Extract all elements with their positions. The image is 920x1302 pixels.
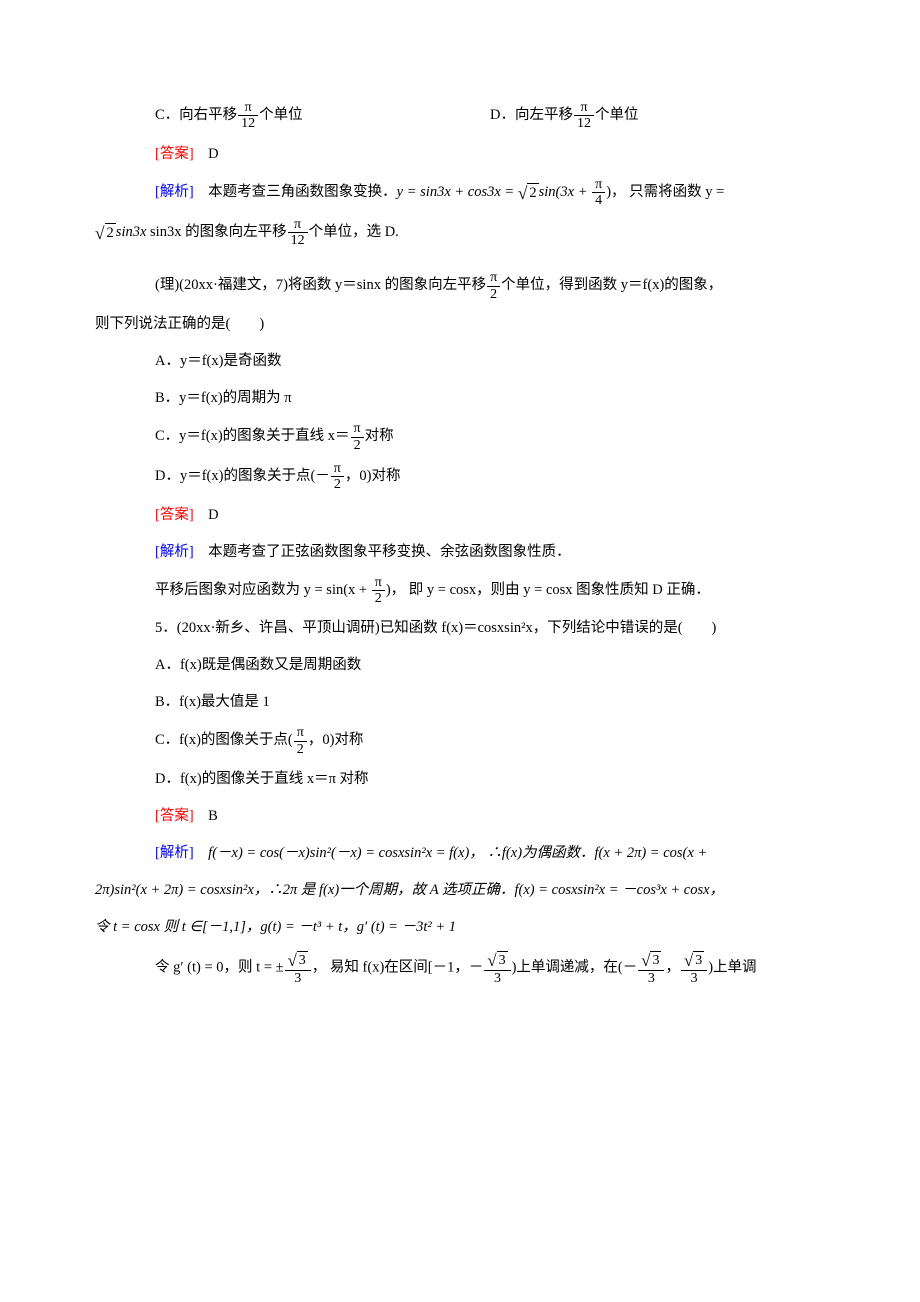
answer-line-1: [答案] D bbox=[95, 140, 825, 169]
frac-pi-2: π2 bbox=[372, 575, 385, 607]
option-c-tail: 个单位 bbox=[259, 107, 303, 123]
answer-value: D bbox=[208, 507, 218, 523]
analysis-text: 2π)sin²(x + 2π) = cosxsin²x，∴2π 是 f(x)一个… bbox=[95, 882, 724, 898]
answer-line-3: [答案] B bbox=[95, 802, 825, 831]
frac-pi-2: π2 bbox=[487, 270, 500, 302]
analysis-text: 本题考查三角函数图象变换． bbox=[208, 184, 397, 200]
answer-label: [答案] bbox=[155, 808, 194, 824]
option-d-tail: 个单位 bbox=[595, 107, 639, 123]
math-expr: sin(3x + bbox=[539, 184, 591, 200]
sqrt-icon: 3 bbox=[487, 950, 507, 970]
frac-pi-2: π2 bbox=[351, 421, 364, 453]
analysis-text: 令 t = cosx 则 t ∈[－1,1]，g(t) = －t³ + t，g′… bbox=[95, 919, 456, 935]
math-expr: sin3x bbox=[116, 224, 147, 240]
stem-text: 则下列说法正确的是( ) bbox=[95, 316, 264, 332]
answer-label: [答案] bbox=[155, 146, 194, 162]
q4li-stem-2: 则下列说法正确的是( ) bbox=[95, 310, 825, 339]
sqrt-icon: 2 bbox=[518, 182, 539, 203]
option-text: ，0)对称 bbox=[345, 468, 401, 484]
sqrt-icon: 2 bbox=[95, 222, 116, 243]
analysis-text: 个单位，选 D. bbox=[309, 224, 399, 240]
option-c: C．向右平移π12个单位 bbox=[155, 100, 490, 132]
option-text: 对称 bbox=[365, 428, 394, 444]
answer-value: D bbox=[208, 146, 218, 162]
analysis-text: sin3x 的图象向左平移 bbox=[150, 224, 287, 240]
analysis-line-3b: 2π)sin²(x + 2π) = cosxsin²x，∴2π 是 f(x)一个… bbox=[95, 876, 825, 905]
analysis-label: [解析] bbox=[155, 184, 194, 200]
q5-option-d: D．f(x)的图像关于直线 x＝π 对称 bbox=[95, 765, 825, 794]
analysis-text: ， 易知 f(x)在区间[－1，－ bbox=[312, 960, 484, 976]
q4li-option-d: D．y＝f(x)的图象关于点(－π2，0)对称 bbox=[95, 461, 825, 493]
q4li-option-b: B．y＝f(x)的周期为 π bbox=[95, 384, 825, 413]
analysis-text: )， 即 y = cosx，则由 y = cosx 图象性质知 D 正确． bbox=[386, 582, 710, 598]
q4li-stem-1: (理)(20xx·福建文，7)将函数 y＝sinx 的图象向左平移π2个单位，得… bbox=[95, 270, 825, 302]
analysis-text: 令 g′ (t) = 0，则 t = ± bbox=[155, 960, 284, 976]
analysis-line-3c: 令 t = cosx 则 t ∈[－1,1]，g(t) = －t³ + t，g′… bbox=[95, 913, 825, 942]
option-c-text: C．向右平移 bbox=[155, 107, 237, 123]
math-expr: y = sin3x + cos3x = bbox=[397, 184, 518, 200]
option-text: C．y＝f(x)的图象关于直线 x＝ bbox=[155, 428, 350, 444]
stem-text: 5．(20xx·新乡、许昌、平顶山调研)已知函数 f(x)＝cosxsin²x，… bbox=[155, 620, 716, 636]
frac-pi-12: π12 bbox=[288, 217, 308, 249]
q5-option-a: A．f(x)既是偶函数又是周期函数 bbox=[95, 651, 825, 680]
analysis-line-2b: 平移后图象对应函数为 y = sin(x + π2)， 即 y = cosx，则… bbox=[95, 575, 825, 607]
sqrt-icon: 3 bbox=[641, 950, 661, 970]
q4li-option-a: A．y＝f(x)是奇函数 bbox=[95, 347, 825, 376]
option-text: ，0)对称 bbox=[308, 733, 364, 749]
analysis-text: )上单调递减，在(－ bbox=[512, 960, 638, 976]
frac-sqrt3-3-3: 33 bbox=[638, 950, 664, 987]
math-expr: )， 只需将函数 y = bbox=[606, 184, 724, 200]
frac-sqrt3-3-4: 33 bbox=[681, 950, 707, 987]
q4li-option-c: C．y＝f(x)的图象关于直线 x＝π2对称 bbox=[95, 421, 825, 453]
answer-line-2: [答案] D bbox=[95, 501, 825, 530]
option-text: C．f(x)的图像关于点( bbox=[155, 733, 293, 749]
option-text: B．f(x)最大值是 1 bbox=[155, 694, 270, 710]
answer-value: B bbox=[208, 808, 218, 824]
q5-option-b: B．f(x)最大值是 1 bbox=[95, 688, 825, 717]
stem-text: (理)(20xx·福建文，7)将函数 y＝sinx 的图象向左平移 bbox=[155, 278, 486, 294]
sqrt-icon: 3 bbox=[684, 950, 704, 970]
option-row-cd: C．向右平移π12个单位 D．向左平移π12个单位 bbox=[95, 100, 825, 132]
analysis-line-2a: [解析] 本题考查了正弦函数图象平移变换、余弦函数图象性质． bbox=[95, 538, 825, 567]
frac-pi-4: π4 bbox=[592, 177, 605, 209]
q5-stem: 5．(20xx·新乡、许昌、平顶山调研)已知函数 f(x)＝cosxsin²x，… bbox=[95, 614, 825, 643]
analysis-line-1a: [解析] 本题考查三角函数图象变换．y = sin3x + cos3x = 2s… bbox=[95, 177, 825, 209]
frac-pi-2: π2 bbox=[294, 725, 307, 757]
option-d: D．向左平移π12个单位 bbox=[490, 100, 825, 132]
document-page: C．向右平移π12个单位 D．向左平移π12个单位 [答案] D [解析] 本题… bbox=[0, 0, 920, 1055]
frac-pi-2: π2 bbox=[331, 461, 344, 493]
option-d-text: D．向左平移 bbox=[490, 107, 573, 123]
analysis-text: 平移后图象对应函数为 y = sin(x + bbox=[155, 582, 371, 598]
analysis-text: ， bbox=[665, 960, 680, 976]
analysis-text: f(－x) = cos(－x)sin²(－x) = cosxsin²x = f(… bbox=[208, 845, 707, 861]
analysis-line-3d: 令 g′ (t) = 0，则 t = ±33， 易知 f(x)在区间[－1，－3… bbox=[95, 950, 825, 987]
stem-text: 个单位，得到函数 y＝f(x)的图象， bbox=[501, 278, 722, 294]
frac-sqrt3-3-2: 33 bbox=[484, 950, 510, 987]
analysis-line-3a: [解析] f(－x) = cos(－x)sin²(－x) = cosxsin²x… bbox=[95, 839, 825, 868]
frac-pi-12-c: π12 bbox=[238, 100, 258, 132]
option-text: A．f(x)既是偶函数又是周期函数 bbox=[155, 657, 361, 673]
sqrt-icon: 3 bbox=[288, 950, 308, 970]
analysis-label: [解析] bbox=[155, 845, 194, 861]
analysis-text: 本题考查了正弦函数图象平移变换、余弦函数图象性质． bbox=[208, 544, 571, 560]
option-text: B．y＝f(x)的周期为 π bbox=[155, 390, 292, 406]
frac-sqrt3-3-1: 33 bbox=[285, 950, 311, 987]
option-text: D．y＝f(x)的图象关于点(－ bbox=[155, 468, 330, 484]
option-text: D．f(x)的图像关于直线 x＝π 对称 bbox=[155, 771, 369, 787]
q5-option-c: C．f(x)的图像关于点(π2，0)对称 bbox=[95, 725, 825, 757]
analysis-text: )上单调 bbox=[708, 960, 756, 976]
analysis-line-1b: 2sin3x sin3x 的图象向左平移π12个单位，选 D. bbox=[95, 217, 825, 249]
analysis-label: [解析] bbox=[155, 544, 194, 560]
frac-pi-12-d: π12 bbox=[574, 100, 594, 132]
option-text: A．y＝f(x)是奇函数 bbox=[155, 353, 281, 369]
answer-label: [答案] bbox=[155, 507, 194, 523]
